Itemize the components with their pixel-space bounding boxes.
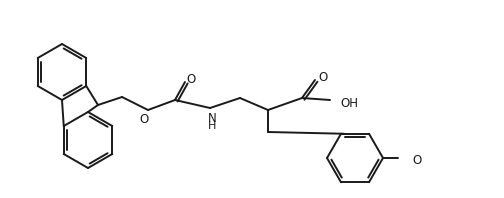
Text: OH: OH: [340, 96, 358, 109]
Text: N: N: [208, 111, 216, 125]
Text: O: O: [319, 70, 328, 84]
Text: O: O: [186, 72, 196, 86]
Text: O: O: [140, 112, 149, 126]
Text: O: O: [412, 154, 421, 168]
Text: H: H: [208, 121, 216, 131]
